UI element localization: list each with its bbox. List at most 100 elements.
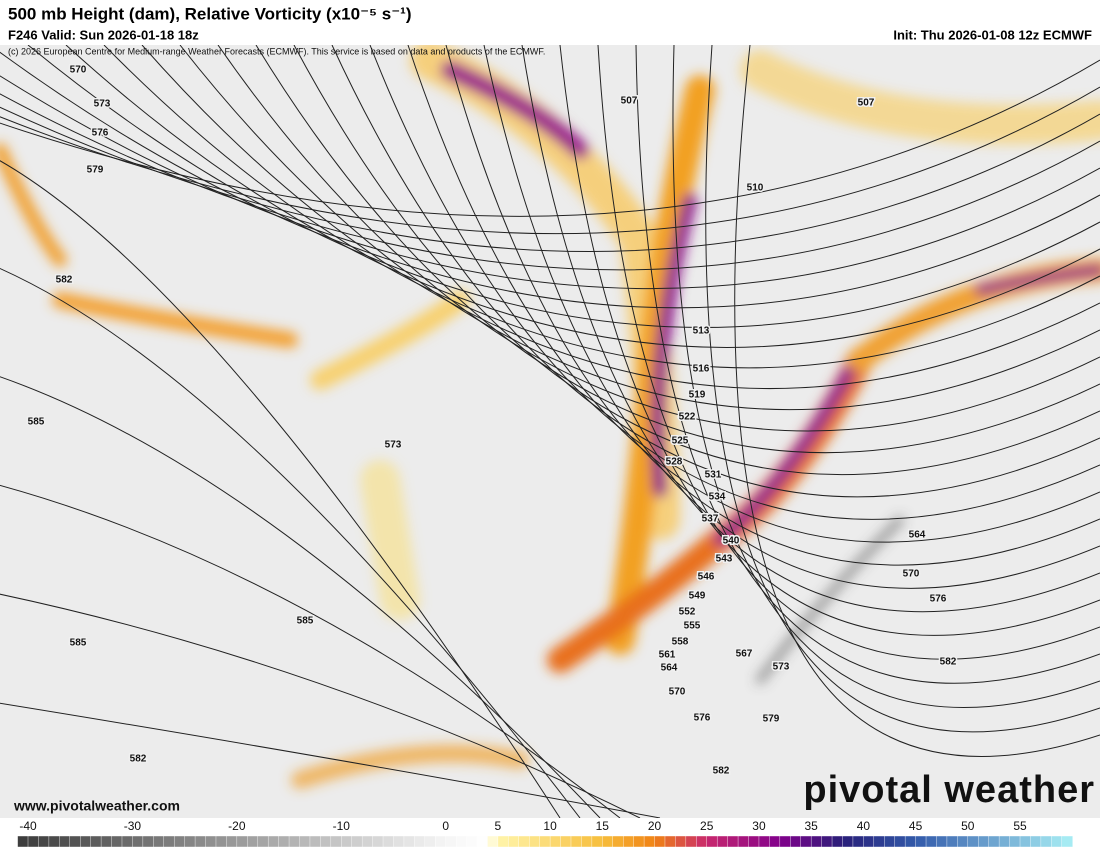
contour-label: 510 bbox=[747, 183, 764, 194]
colorbar-swatch bbox=[184, 835, 196, 848]
colorbar-swatch bbox=[278, 835, 290, 848]
contour-label: 582 bbox=[940, 657, 957, 668]
contour-line bbox=[0, 86, 1100, 235]
contour-label: 519 bbox=[689, 390, 706, 401]
colorbar-swatch bbox=[236, 835, 248, 848]
copyright: (c) 2026 European Centre for Medium-rang… bbox=[8, 46, 545, 56]
colorbar-swatch bbox=[967, 835, 979, 848]
contour-label: 549 bbox=[689, 591, 706, 602]
contour-label: 561 bbox=[659, 650, 676, 661]
colorbar-tick-label: 45 bbox=[909, 819, 923, 833]
colorbar-swatch bbox=[330, 835, 342, 848]
colorbar-swatch bbox=[393, 835, 405, 848]
colorbar-swatch bbox=[247, 835, 259, 848]
contour-label: 534 bbox=[709, 492, 726, 503]
contour-label: 564 bbox=[909, 530, 926, 541]
contour-label: 546 bbox=[698, 572, 715, 583]
colorbar-swatch bbox=[173, 835, 186, 848]
colorbar-tick-label: 5 bbox=[495, 819, 502, 833]
colorbar-swatch bbox=[403, 835, 416, 848]
colorbar-tick-label: -30 bbox=[124, 819, 142, 833]
colorbar-swatch bbox=[936, 835, 948, 848]
contour-label: 507 bbox=[621, 96, 638, 107]
colorbar-swatch bbox=[372, 835, 384, 848]
colorbar-tick-label: -20 bbox=[228, 819, 246, 833]
contour-label: 525 bbox=[672, 436, 689, 447]
contour-label: 579 bbox=[763, 714, 780, 725]
contour-label: 585 bbox=[70, 638, 87, 649]
contour-line bbox=[179, 45, 1100, 411]
colorbar-swatch bbox=[790, 835, 802, 848]
contour-label: 570 bbox=[903, 569, 920, 580]
colorbar-swatch bbox=[351, 835, 363, 848]
colorbar-tick-label: -10 bbox=[333, 819, 351, 833]
colorbar-swatch bbox=[497, 835, 510, 848]
contour-label: 528 bbox=[666, 457, 683, 468]
contour-line bbox=[0, 75, 1100, 290]
contour-line bbox=[0, 267, 581, 818]
colorbar-swatch bbox=[487, 835, 499, 848]
colorbar-swatch bbox=[466, 835, 478, 848]
contour-line bbox=[255, 45, 1100, 454]
colorbar-swatch bbox=[716, 835, 729, 848]
contour-line bbox=[407, 45, 1100, 543]
colorbar-swatch bbox=[163, 835, 175, 848]
height-contours bbox=[0, 45, 1100, 818]
contour-label: 540 bbox=[723, 536, 740, 547]
colorbar-swatch bbox=[17, 835, 29, 848]
colorbar-swatch bbox=[341, 835, 353, 848]
colorbar-swatch bbox=[215, 835, 228, 848]
contour-line bbox=[0, 593, 641, 818]
contour-label: 513 bbox=[693, 326, 710, 337]
contour-line bbox=[0, 93, 1100, 271]
colorbar-swatch bbox=[100, 835, 113, 848]
colorbar-swatch bbox=[800, 835, 812, 848]
contour-label: 552 bbox=[679, 607, 696, 618]
colorbar-swatch bbox=[821, 835, 833, 848]
colorbar-swatch bbox=[988, 835, 1000, 848]
colorbar-swatch bbox=[623, 835, 635, 848]
colorbar-swatch bbox=[769, 835, 781, 848]
colorbar-swatch bbox=[299, 835, 311, 848]
colorbar-swatch bbox=[455, 835, 468, 848]
colorbar-swatch bbox=[643, 835, 656, 848]
colorbar-swatch bbox=[80, 835, 92, 848]
colorbar-swatch bbox=[121, 835, 134, 848]
contour-label: 582 bbox=[56, 275, 73, 286]
colorbar-swatch bbox=[142, 835, 155, 848]
colorbar-swatch bbox=[539, 835, 551, 848]
colorbar-swatch bbox=[361, 835, 374, 848]
colorbar-swatch bbox=[508, 835, 520, 848]
contour-line bbox=[521, 45, 1100, 613]
colorbar-swatch bbox=[706, 835, 718, 848]
colorbar-swatch bbox=[675, 835, 687, 848]
contour-line bbox=[331, 45, 1100, 498]
contour-line bbox=[103, 45, 1100, 369]
colorbar-swatch bbox=[153, 835, 165, 848]
contour-label: 576 bbox=[930, 594, 947, 605]
colorbar-swatch bbox=[852, 835, 865, 848]
colorbar-swatch bbox=[946, 835, 959, 848]
colorbar-tick-label: -40 bbox=[19, 819, 37, 833]
colorbar-swatch bbox=[288, 835, 301, 848]
contour-label: 531 bbox=[705, 470, 722, 481]
colorbar-swatch bbox=[685, 835, 697, 848]
colorbar-swatch bbox=[309, 835, 322, 848]
colorbar-swatch bbox=[414, 835, 426, 848]
colorbar-swatch bbox=[267, 835, 280, 848]
contour-label: 579 bbox=[87, 165, 104, 176]
colorbar-swatch bbox=[894, 835, 906, 848]
colorbar-swatch bbox=[27, 835, 40, 848]
colorbar-swatch bbox=[612, 835, 624, 848]
contour-labels: 570 573 576 579 582 585 573 585 585 582 507 507 510 5… bbox=[26, 63, 958, 778]
colorbar-swatch bbox=[111, 835, 123, 848]
contour-label: 507 bbox=[858, 98, 875, 109]
contour-label: 582 bbox=[713, 766, 730, 777]
colorbar-swatch bbox=[873, 835, 885, 848]
colorbar-swatch bbox=[654, 835, 666, 848]
contour-line bbox=[369, 45, 1100, 520]
contour-label: 570 bbox=[70, 65, 87, 76]
contour-line bbox=[141, 45, 1100, 389]
contour-line bbox=[672, 45, 1100, 708]
colorbar-tick-label: 30 bbox=[752, 819, 766, 833]
